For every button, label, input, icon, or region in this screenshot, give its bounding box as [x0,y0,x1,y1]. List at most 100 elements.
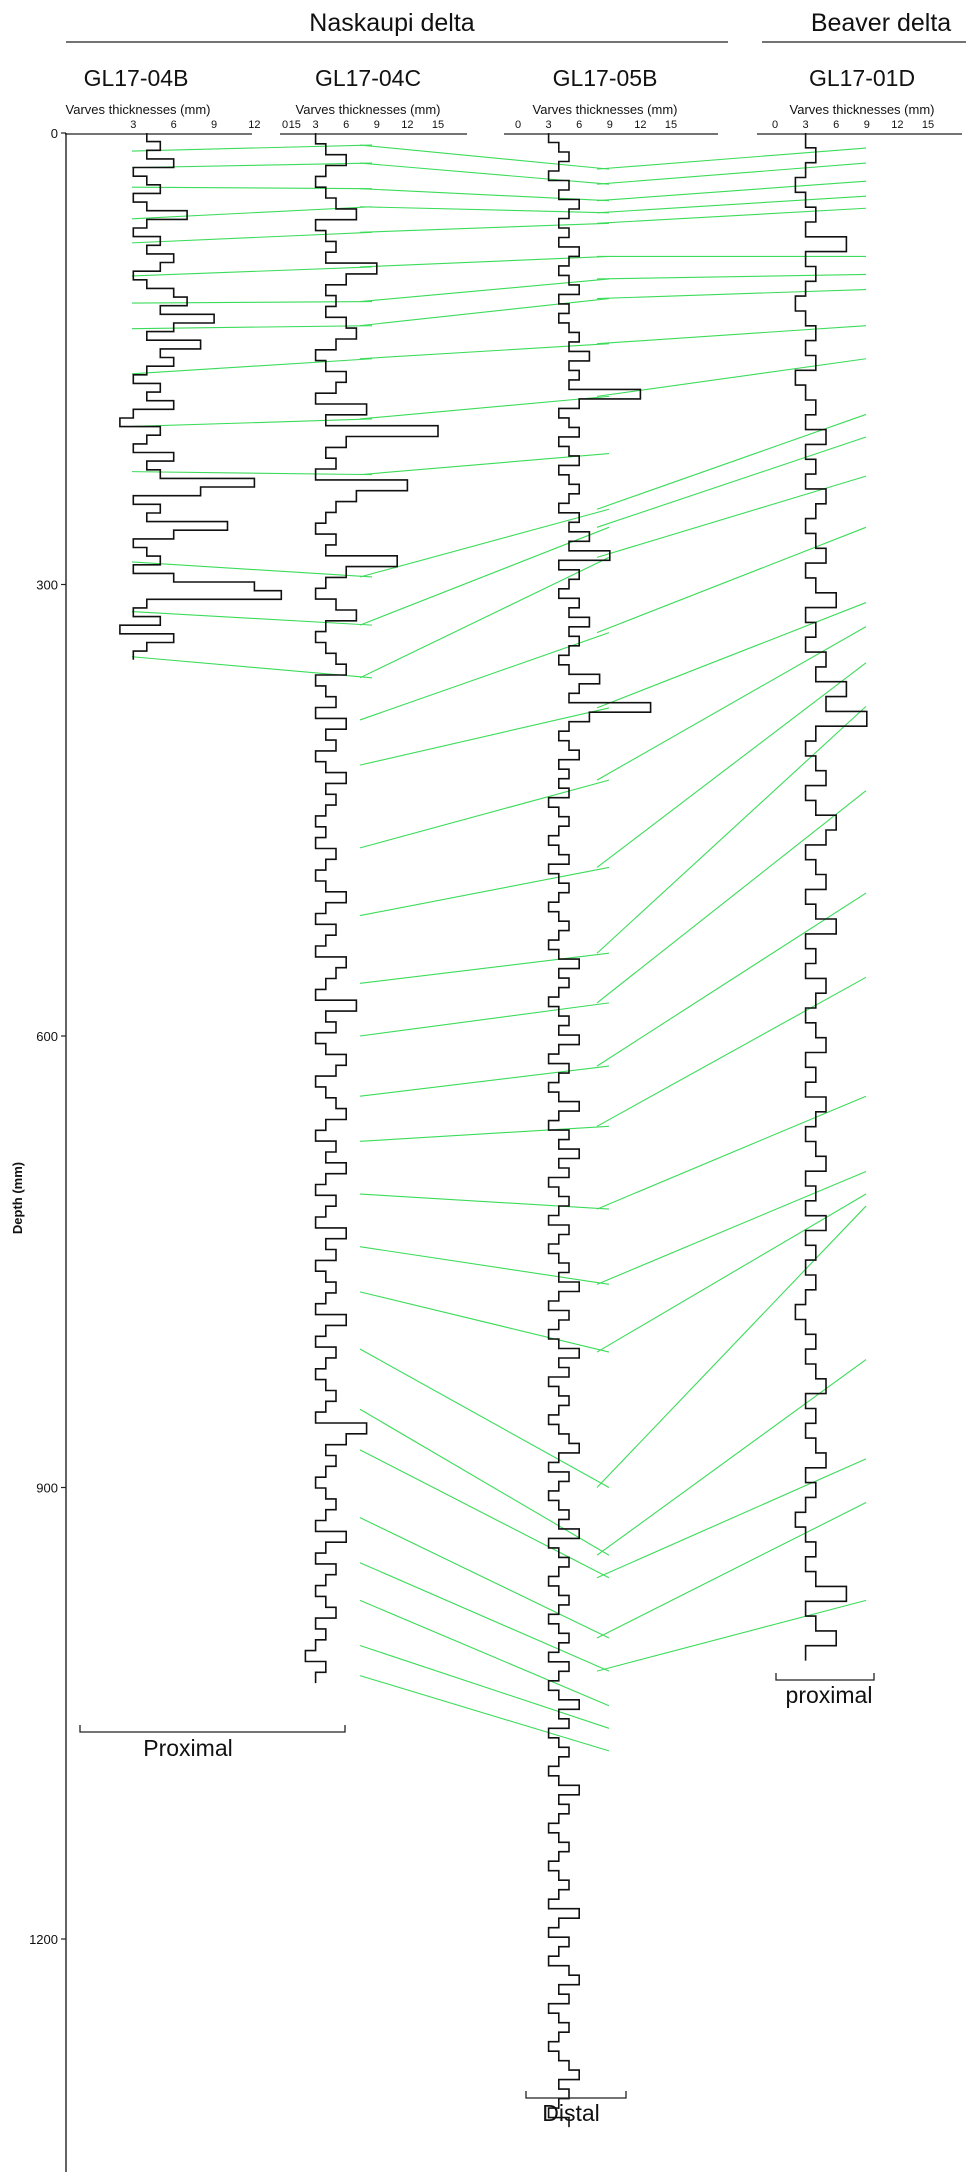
tie-line [596,790,867,1004]
tie-line [131,325,373,330]
tie-line [596,1599,867,1672]
tie-line [359,1125,610,1142]
depth-tick-label: 300 [36,578,58,593]
tie-line [359,1562,610,1672]
thickness-tick-label: 6 [833,119,839,131]
tie-line [359,508,610,578]
tie-line [359,1002,610,1037]
tie-line [359,206,610,214]
tie-line [359,707,610,766]
tie-line [596,436,867,528]
varve-profiles [119,133,868,2128]
thickness-tick-label: 6 [343,119,349,131]
thickness-tick-label: 15 [922,119,934,131]
thickness-axis-label: Varves thicknesses (mm) [66,102,211,117]
tie-line [596,358,867,397]
thickness-tick-label: 12 [248,119,260,131]
thickness-tick-label: 3 [130,119,136,131]
thickness-tick-label: 15 [289,119,301,131]
thickness-tick-label: 12 [891,119,903,131]
varve-profile-line [794,133,868,1661]
annotation-label: Proximal [143,1735,232,1761]
annotation-label: proximal [786,1682,873,1708]
tie-line [131,266,373,277]
core-title: GL17-04C [315,65,421,91]
core-title: GL17-01D [809,65,915,91]
thickness-tick-label: 0 [515,119,521,131]
tie-line [359,952,610,984]
tie-line [131,561,373,578]
core-title: GL17-04B [84,65,189,91]
tie-line [359,144,610,170]
tie-line [596,1193,867,1353]
tie-line [131,206,373,220]
varve-profile-line [547,133,652,2128]
thickness-tick-label: 6 [576,119,582,131]
thickness-tick-label: 0 [772,119,778,131]
thickness-tick-label: 9 [211,119,217,131]
tie-line [359,1408,610,1556]
tie-line [596,195,867,214]
thickness-tick-label: 3 [313,119,319,131]
tie-line [359,1645,610,1729]
tie-line [596,162,867,185]
tie-line [596,207,867,224]
tie-lines [131,144,867,1752]
thickness-axis-label: Varves thicknesses (mm) [296,102,441,117]
tie-line [359,278,610,303]
tie-line [359,255,610,268]
tie-line [359,1193,610,1210]
thickness-tick-label: 6 [171,119,177,131]
thickness-tick-label: 9 [374,119,380,131]
tie-line [596,147,867,170]
tie-line [596,180,867,202]
tie-line [359,1517,610,1639]
tie-line [131,231,373,244]
tie-line [359,343,610,360]
tie-line [359,222,610,233]
group-title: Naskaupi delta [309,9,474,37]
tie-line [359,162,610,185]
tie-line [596,325,867,345]
tie-line [596,273,867,280]
depth-tick-label: 1200 [29,1932,58,1947]
annotation-bracket [79,1725,346,1733]
tie-line [131,358,373,375]
tie-line [359,1675,610,1752]
tie-line [596,1095,867,1210]
annotation-bracket [525,2091,627,2099]
varve-profile-line [119,133,283,660]
core-title: GL17-05B [553,65,658,91]
tie-line [359,526,610,626]
tie-line [596,1205,867,1488]
tie-line [131,418,373,428]
depth-tick-label: 900 [36,1481,58,1496]
thickness-tick-label: 12 [401,119,413,131]
tie-line [359,632,610,721]
tie-line [596,602,867,709]
thickness-tick-label: 15 [665,119,677,131]
thickness-tick-label: 12 [634,119,646,131]
annotations: Proximal Distal proximal [79,1673,875,2126]
thickness-tick-label: 9 [607,119,613,131]
tie-line [359,779,610,849]
tie-line [359,866,610,917]
thickness-tick-label: 9 [864,119,870,131]
thickness-axis-label: Varves thicknesses (mm) [533,102,678,117]
tie-line [596,705,867,954]
tie-line [596,662,867,868]
varve-profile-line [304,133,439,1684]
tie-line [359,1291,610,1353]
tie-line [596,1458,867,1579]
thickness-tick-label: 15 [432,119,444,131]
depth-tick-label: 0 [51,126,58,141]
tie-line [131,186,373,190]
tie-line [596,1502,867,1639]
annotation-label: Distal [542,2100,600,2126]
annotation-bracket [775,1673,875,1681]
tie-line [131,144,373,152]
tie-line [359,1599,610,1707]
tie-line [131,611,373,626]
tie-line [596,1359,867,1556]
